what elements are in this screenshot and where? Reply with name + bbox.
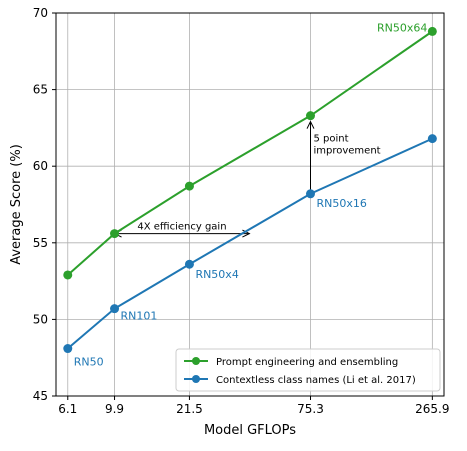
legend-label-contextless: Contextless class names (Li et al. 2017)	[216, 375, 416, 386]
x-tick-label: 21.5	[176, 402, 203, 416]
point-label: RN50	[74, 356, 104, 369]
series-1-point	[305, 189, 315, 199]
series-0-point	[427, 26, 437, 36]
point-label: RN50x16	[316, 197, 366, 210]
y-tick-label: 55	[33, 236, 48, 250]
y-tick-label: 45	[33, 389, 48, 403]
legend: Prompt engineering and ensembling Contex…	[175, 348, 441, 392]
plot-frame	[55, 12, 445, 397]
series-0-point	[305, 111, 315, 121]
series-1-point	[63, 344, 73, 354]
legend-label-prompt-engineering: Prompt engineering and ensembling	[216, 357, 398, 368]
series-1-point	[110, 304, 120, 314]
improvement-annotation-line-1: 5 point	[313, 134, 348, 145]
series-0-point	[184, 181, 194, 191]
grid-layer	[56, 12, 444, 397]
y-tick-label: 50	[33, 312, 48, 326]
x-tick-label: 9.9	[105, 402, 124, 416]
efficiency-annotation-text: 4X efficiency gain	[137, 222, 226, 233]
legend-box	[175, 348, 441, 392]
y-tick-label: 65	[33, 83, 48, 97]
series-0-point	[110, 229, 120, 239]
point-label: RN50x64	[377, 21, 427, 34]
x-tick-label: 6.1	[58, 402, 77, 416]
legend-marker-contextless	[192, 375, 200, 383]
x-tick-label: 265.9	[415, 402, 449, 416]
improvement-arrow-head	[306, 120, 315, 129]
x-axis-label: Model GFLOPs	[204, 423, 296, 438]
series-layer	[63, 26, 437, 354]
point-label: RN101	[121, 310, 158, 323]
point-label: RN50x4	[195, 268, 238, 281]
y-tick-label: 70	[33, 6, 48, 20]
improvement-annotation-line-2: improvement	[313, 146, 380, 157]
legend-marker-prompt-engineering	[192, 357, 200, 365]
series-1-point	[184, 259, 194, 269]
series-1-point	[427, 134, 437, 144]
series-0-point	[63, 270, 73, 280]
tick-layer: 6.1 9.9 21.5 75.3 265.9 45 50 55 60 65 70	[33, 6, 450, 416]
x-tick-label: 75.3	[297, 402, 324, 416]
y-axis-label: Average Score (%)	[9, 144, 24, 265]
y-tick-label: 60	[33, 159, 48, 173]
point-label-layer: RN50 RN101 RN50x4 RN50x16 RN50x64	[74, 21, 428, 368]
